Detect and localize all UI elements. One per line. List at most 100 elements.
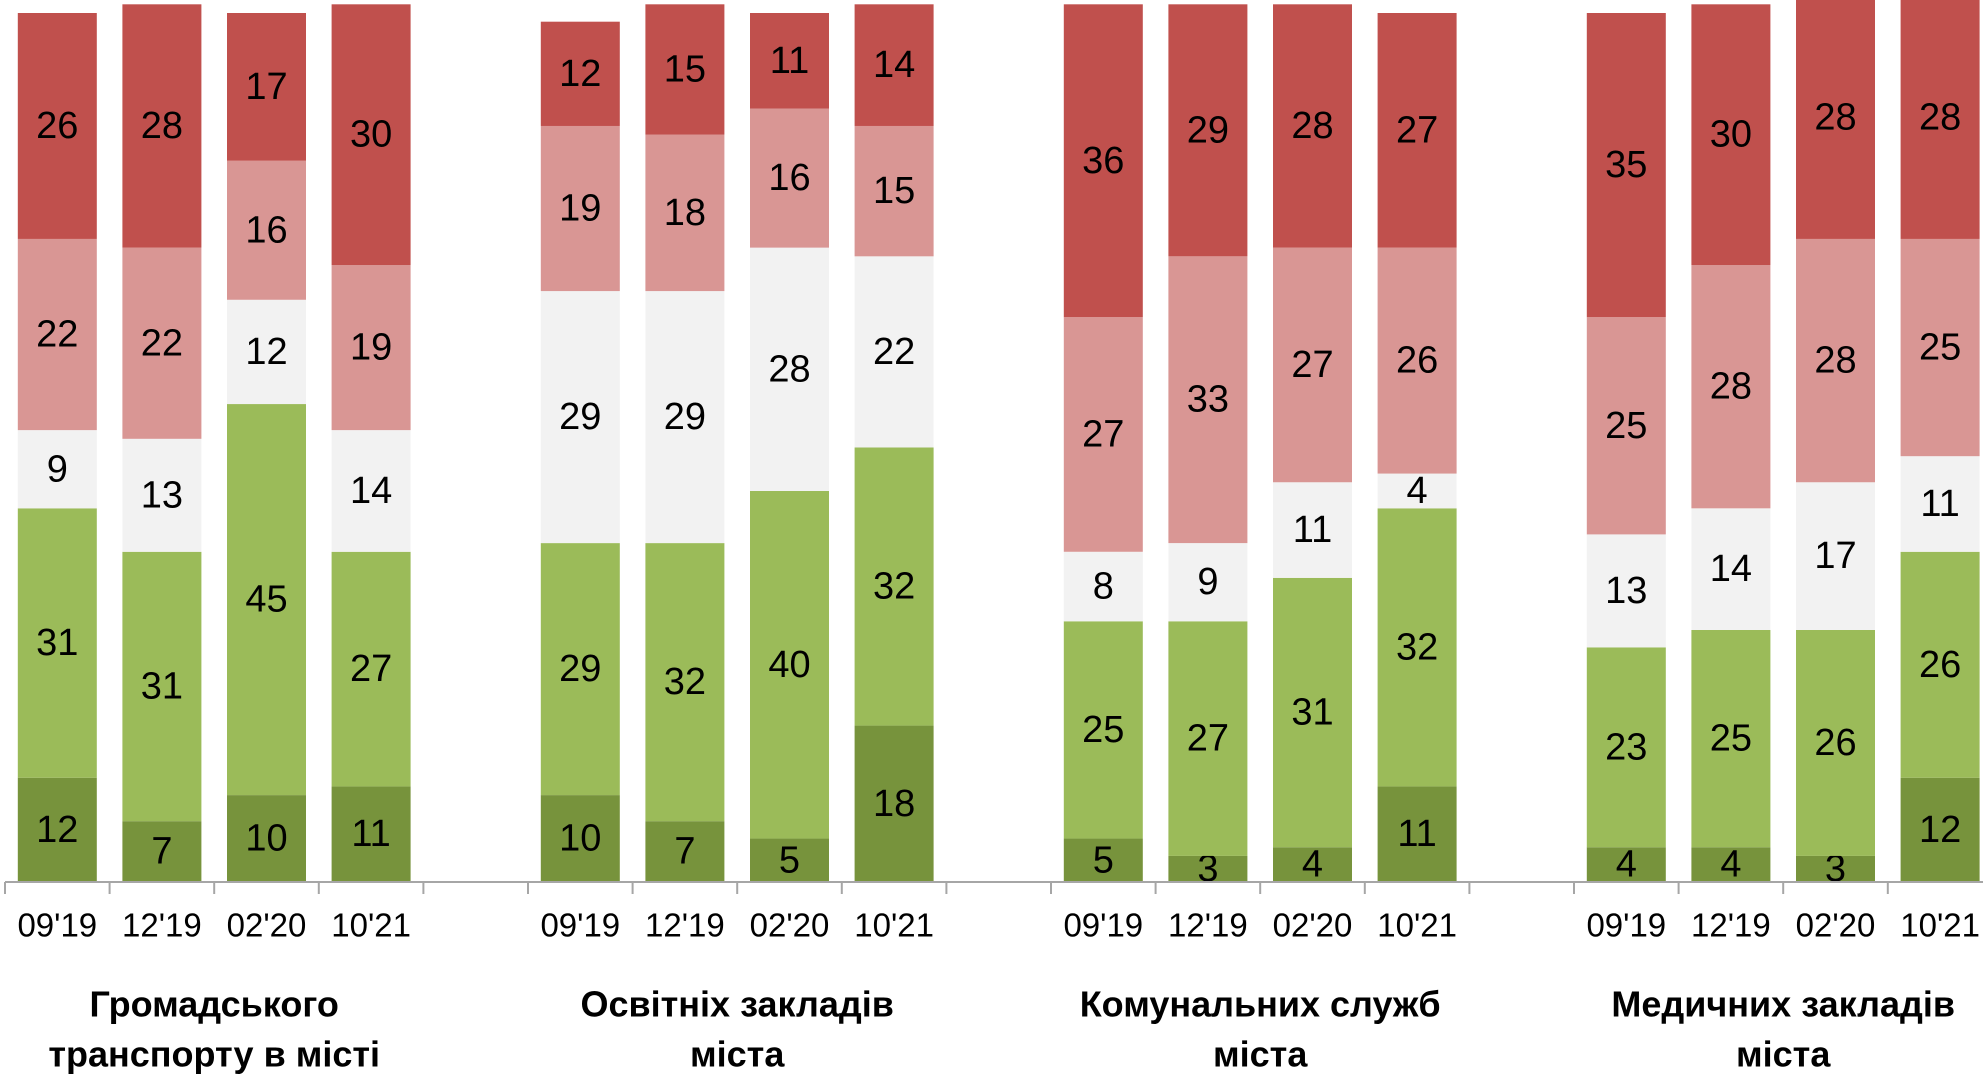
data-label: 27 <box>1291 344 1333 386</box>
x-tick-label: 12'19 <box>122 907 202 944</box>
data-label: 4 <box>1302 844 1323 886</box>
data-label: 26 <box>1814 722 1856 764</box>
bar-segment <box>1168 855 1248 882</box>
bar-segment <box>1691 265 1771 509</box>
bar-segment <box>540 21 620 126</box>
data-label: 26 <box>36 105 78 147</box>
bar-segment <box>1796 238 1875 483</box>
bar-segment <box>1168 543 1248 622</box>
data-label: 22 <box>873 331 915 373</box>
data-label: 16 <box>245 209 287 251</box>
bar-segment <box>1900 456 1980 552</box>
data-label: 18 <box>664 192 706 234</box>
bar-segment <box>1586 647 1666 848</box>
data-label: 15 <box>664 49 706 91</box>
bar-segment <box>750 490 829 839</box>
data-label: 18 <box>873 783 915 825</box>
data-label: 28 <box>768 348 810 390</box>
bar-segment <box>331 265 411 431</box>
data-label: 4 <box>1407 470 1428 512</box>
x-tick-label: 02'20 <box>1796 907 1876 944</box>
data-label: 29 <box>559 396 601 438</box>
bar-segment <box>331 551 411 787</box>
bar-segment <box>854 125 934 257</box>
data-label: 35 <box>1605 144 1647 186</box>
group-label: Медичних закладів <box>1611 984 1955 1025</box>
group-label: міста <box>1213 1034 1308 1075</box>
bar-segment <box>1273 247 1352 483</box>
bar-segment <box>122 551 202 822</box>
data-label: 28 <box>1814 96 1856 138</box>
bar-segment <box>1273 4 1352 248</box>
bar-segment <box>1796 855 1875 882</box>
group-label: міста <box>690 1034 785 1075</box>
data-label: 45 <box>245 579 287 621</box>
bar-segment <box>1900 238 1980 457</box>
data-label: 13 <box>1605 570 1647 612</box>
data-label: 31 <box>141 666 183 708</box>
bar-segment <box>540 125 620 292</box>
group-label: Громадського <box>90 984 339 1025</box>
bar-segment <box>1586 13 1666 318</box>
bar-segment <box>1168 621 1248 856</box>
data-label: 27 <box>1396 109 1438 151</box>
data-label: 10 <box>559 818 601 860</box>
bar-segment <box>227 299 306 405</box>
data-label: 23 <box>1605 726 1647 768</box>
data-label: 7 <box>151 831 172 873</box>
bar-segment <box>540 795 620 882</box>
data-label: 12 <box>559 53 601 95</box>
data-label: 14 <box>350 470 392 512</box>
data-label: 30 <box>1710 114 1752 156</box>
bar-segment <box>854 725 934 882</box>
data-label: 17 <box>1814 535 1856 577</box>
bar-segment <box>227 404 306 796</box>
data-label: 40 <box>768 644 810 686</box>
bar-segment <box>17 13 97 239</box>
bar-segment <box>1691 847 1771 882</box>
data-label: 7 <box>674 831 695 873</box>
bar-segment <box>1377 473 1457 509</box>
x-tick-label: 12'19 <box>645 907 725 944</box>
data-label: 25 <box>1082 709 1124 751</box>
data-label: 28 <box>1291 105 1333 147</box>
bar-segment <box>122 438 202 552</box>
bar-segment <box>645 4 725 135</box>
bar-segment <box>1796 0 1875 239</box>
data-label: 4 <box>1720 844 1741 886</box>
data-label: 32 <box>664 661 706 703</box>
bar-segment <box>331 786 411 882</box>
bar-segment <box>1273 482 1352 578</box>
data-label: 12 <box>36 809 78 851</box>
data-label: 11 <box>1920 483 1959 525</box>
data-label: 32 <box>873 566 915 608</box>
bar-segment <box>227 13 306 161</box>
bar-segment <box>645 821 725 882</box>
x-tick-label: 09'19 <box>540 907 620 944</box>
bar-segment <box>540 291 620 544</box>
x-tick-label: 02'20 <box>1273 907 1353 944</box>
data-label: 14 <box>873 44 915 86</box>
data-label: 31 <box>1291 692 1333 734</box>
data-label: 28 <box>1710 366 1752 408</box>
x-tick-label: 09'19 <box>1063 907 1143 944</box>
bar-segment <box>1586 317 1666 535</box>
bar-segment <box>17 430 97 509</box>
x-tick-label: 02'20 <box>750 907 830 944</box>
data-label: 12 <box>245 331 287 373</box>
data-label: 22 <box>36 314 78 356</box>
bar-segment <box>1063 621 1143 839</box>
bar-segment <box>854 4 934 126</box>
bar-segment <box>750 13 829 109</box>
bar-segment <box>1063 317 1143 552</box>
bar-segment <box>331 4 411 266</box>
bar-segment <box>540 543 620 796</box>
group-label: Комунальних служб <box>1080 984 1441 1025</box>
bar-segment <box>1063 551 1143 622</box>
data-label: 5 <box>779 839 800 881</box>
bar-segment <box>1900 551 1980 778</box>
bar-segment <box>1691 4 1771 266</box>
x-tick-label: 10'21 <box>854 907 934 944</box>
data-label: 11 <box>351 813 390 855</box>
